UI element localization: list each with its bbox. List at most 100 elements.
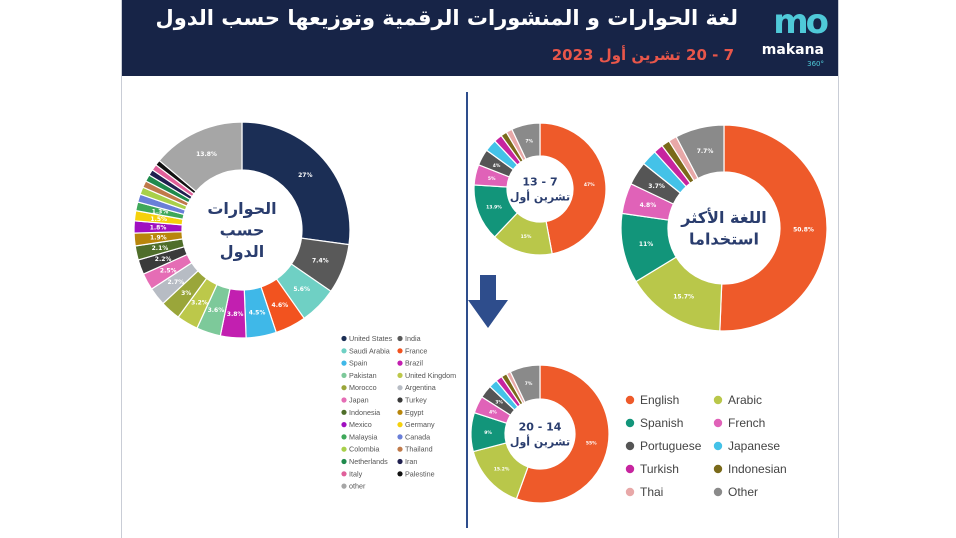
data-label-united-kingdom: 3.2%: [191, 300, 208, 307]
legend-marker-french: [713, 418, 723, 428]
legend-label-germany: Germany: [405, 420, 435, 429]
data-label-argentina: 2.7%: [168, 279, 185, 286]
legend-marker-egypt: [397, 409, 403, 415]
legend-label-thai: Thai: [640, 485, 663, 499]
data-label-portuguese: 3.7%: [648, 183, 665, 190]
legend-label-brazil: Brazil: [405, 359, 423, 368]
slice-english: [539, 122, 607, 255]
legend-label-mexico: Mexico: [349, 420, 372, 429]
legend-marker-india: [397, 335, 403, 342]
legend-label-japanese: Japanese: [728, 439, 780, 453]
data-label-india: 7.4%: [312, 257, 329, 264]
charts-canvas: 27%7.4%5.6%4.6%4.5%3.8%3.6%3.2%3%2.7%2.5…: [133, 92, 828, 528]
legend-label-italy: Italy: [349, 469, 363, 478]
slice-united-states: [241, 121, 351, 246]
legend-marker-english: [625, 395, 635, 405]
legend-label-france: France: [405, 346, 427, 355]
slice-other: [511, 122, 541, 160]
header-banner: لغة الحوارات و المنشورات الرقمية وتوزيعه…: [122, 0, 838, 76]
legend-marker-iran: [397, 458, 403, 465]
legend-marker-spain: [341, 360, 347, 366]
legend-marker-saudi-arabia: [341, 348, 347, 354]
legend-marker-canada: [397, 434, 403, 440]
data-label-english: 55%: [586, 441, 597, 447]
data-label-spanish: 13.9%: [486, 205, 502, 211]
legend-marker-argentina: [397, 385, 403, 391]
legend-marker-japanese: [713, 441, 723, 451]
legend-marker-italy: [341, 471, 347, 477]
brand-name: makana: [761, 42, 824, 58]
legend-marker-indonesia: [341, 409, 347, 415]
legend-marker-brazil: [397, 360, 403, 366]
legend-label-colombia: Colombia: [349, 445, 379, 454]
legend-marker-thailand: [397, 446, 403, 452]
data-label-mexico: 1.8%: [150, 225, 167, 232]
legend-marker-morocco: [341, 385, 347, 391]
chart-title-line: الدول: [220, 242, 265, 261]
chart-title-line: حسب: [220, 221, 265, 240]
data-label-other: 7.7%: [697, 148, 714, 155]
data-label-french: 4.8%: [640, 202, 657, 209]
data-label-brazil: 3.8%: [227, 311, 244, 318]
legend-marker-colombia: [341, 446, 347, 452]
page-title: لغة الحوارات و المنشورات الرقمية وتوزيعه…: [155, 6, 738, 30]
data-label-indonesia: 2.1%: [152, 245, 169, 252]
legend-marker-other: [341, 483, 347, 489]
legend-marker-palestine: [397, 471, 403, 477]
legend-marker-netherlands: [341, 458, 347, 465]
chart-title-line: استخداما: [689, 229, 759, 248]
legend-label-canada: Canada: [405, 432, 430, 441]
data-label-japan: 2.5%: [160, 267, 177, 274]
brand-subtitle: 360°: [807, 60, 824, 68]
legend-marker-malaysia: [341, 434, 347, 440]
legend-marker-united-states: [341, 335, 347, 342]
data-label-germany: 1.5%: [150, 216, 167, 223]
slice-english: [719, 124, 828, 332]
legend-marker-germany: [397, 422, 403, 428]
legend-marker-france: [397, 348, 403, 354]
legend-label-saudi-arabia: Saudi Arabia: [349, 346, 390, 355]
data-label-english: 47%: [584, 182, 595, 188]
data-label-other: 13.8%: [196, 151, 217, 158]
slice-other: [509, 364, 541, 404]
legend-label-other: other: [349, 482, 366, 491]
slice-other: [675, 124, 725, 180]
slice-english: [515, 364, 610, 504]
legend-label-egypt: Egypt: [405, 408, 423, 417]
data-label-arabic: 15.7%: [673, 294, 694, 301]
slice-other: [158, 121, 243, 193]
legend-label-netherlands: Netherlands: [349, 457, 388, 466]
chart-title-line: الحوارات: [207, 199, 276, 218]
legend-label-united-states: United States: [349, 334, 393, 343]
data-label-united-states: 27%: [298, 172, 312, 179]
legend-marker-japan: [341, 397, 347, 403]
legend-marker-other: [713, 487, 723, 497]
data-label-english: 50.8%: [793, 227, 814, 234]
data-label-french: 5%: [488, 176, 496, 182]
legend-label-english: English: [640, 393, 679, 407]
legend-label-arabic: Arabic: [728, 393, 762, 407]
data-label-arabic: 15.2%: [494, 467, 510, 473]
legend-label-portuguese: Portuguese: [640, 439, 702, 453]
data-label-spain: 4.5%: [249, 310, 266, 317]
legend-label-pakistan: Pakistan: [349, 371, 377, 380]
legend-label-argentina: Argentina: [405, 383, 436, 392]
data-label-arabic: 15%: [521, 234, 532, 240]
data-label-egypt: 1.9%: [150, 235, 167, 242]
data-label-spanish: 11%: [639, 241, 653, 248]
legend-label-india: India: [405, 334, 421, 343]
infographic-card: لغة الحوارات و المنشورات الرقمية وتوزيعه…: [121, 0, 839, 538]
legend-marker-indonesian: [713, 464, 723, 474]
legend-marker-united-kingdom: [397, 372, 403, 378]
data-label-french: 4%: [489, 409, 497, 415]
donut-chart-countries: 27% 7.4% 5.6% 4.6% 4.5% 3.8%3.6%3.2%3% 2.7% 2.5…: [133, 121, 351, 339]
legend-marker-mexico: [341, 422, 347, 428]
chart-title-line: تشرين أول: [510, 434, 570, 448]
legend-marker-portuguese: [625, 441, 635, 451]
legend-label-morocco: Morocco: [349, 383, 377, 392]
legend-label-indonesian: Indonesian: [728, 462, 787, 476]
legend-label-french: French: [728, 416, 765, 430]
data-label-portuguese: 4%: [493, 163, 501, 169]
legend-label-indonesia: Indonesia: [349, 408, 380, 417]
